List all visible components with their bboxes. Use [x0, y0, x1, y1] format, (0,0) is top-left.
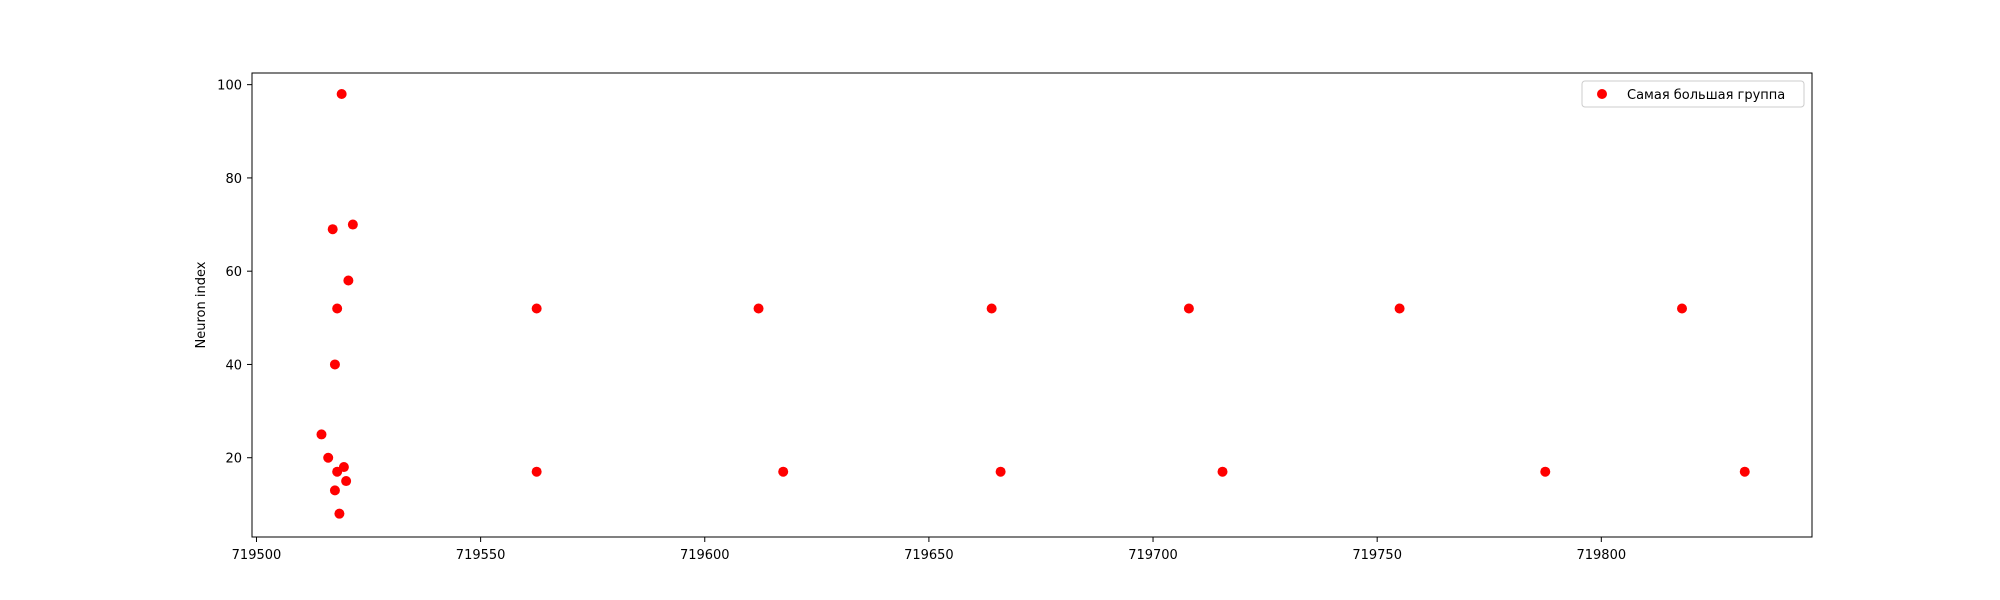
- x-tick-label: 719600: [680, 548, 730, 563]
- plot-frame: [251, 72, 1813, 538]
- data-point: [778, 466, 789, 477]
- x-tick-label: 719700: [1128, 548, 1178, 563]
- data-point: [329, 359, 340, 370]
- data-point: [334, 508, 345, 519]
- data-point: [343, 275, 354, 286]
- y-tick-label: 20: [225, 452, 242, 467]
- legend-marker: [1597, 89, 1607, 99]
- data-point: [327, 224, 338, 235]
- data-points: [316, 88, 1750, 519]
- data-point: [1739, 466, 1750, 477]
- x-tick-label: 719800: [1576, 548, 1626, 563]
- data-point: [332, 303, 343, 314]
- data-point: [1540, 466, 1551, 477]
- y-tick-label: 40: [225, 358, 242, 373]
- data-point: [986, 303, 997, 314]
- y-tick-label: 100: [217, 79, 242, 94]
- y-tick-label: 80: [225, 172, 242, 187]
- data-point: [531, 303, 542, 314]
- data-point: [336, 88, 347, 99]
- data-point: [995, 466, 1006, 477]
- x-tick-label: 719500: [232, 548, 282, 563]
- x-tick-label: 719750: [1352, 548, 1402, 563]
- y-tick-label: 60: [225, 265, 242, 280]
- legend-box: [1581, 80, 1805, 108]
- x-tick-label: 719550: [456, 548, 506, 563]
- x-axis: 719500 719550 719600 719650 719700 719750 7198…: [232, 537, 1626, 563]
- legend: Самая большая группа: [1581, 80, 1805, 108]
- data-point: [531, 466, 542, 477]
- data-point: [1394, 303, 1405, 314]
- y-axis: 20 40 60 80 100: [217, 79, 252, 467]
- data-point: [332, 466, 343, 477]
- y-axis-label: Neuron index: [194, 261, 209, 348]
- legend-label: Самая большая группа: [1627, 88, 1785, 103]
- data-point: [1217, 466, 1228, 477]
- data-point: [341, 476, 352, 487]
- data-point: [1183, 303, 1194, 314]
- data-point: [323, 452, 334, 463]
- data-point: [316, 429, 327, 440]
- data-point: [753, 303, 764, 314]
- data-point: [329, 485, 340, 496]
- data-point: [347, 219, 358, 230]
- data-point: [1677, 303, 1687, 314]
- x-tick-label: 719650: [904, 548, 954, 563]
